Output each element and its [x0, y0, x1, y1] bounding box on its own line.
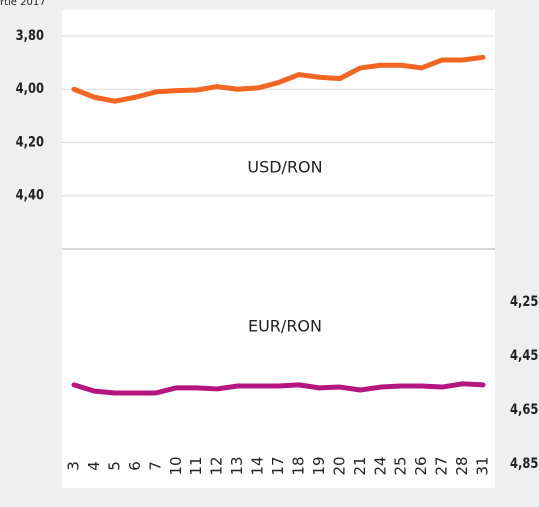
x-tick-label: 20 — [330, 456, 348, 475]
x-tick-label: 21 — [351, 456, 369, 475]
x-tick-label: 12 — [208, 456, 226, 475]
y-tick-label: 4,65 — [510, 402, 538, 418]
caption: rtie 2017 — [0, 0, 46, 8]
x-tick-label: 19 — [310, 456, 328, 475]
x-tick-label: 3 — [65, 461, 83, 471]
x-tick-label: 6 — [126, 461, 144, 471]
x-tick-label: 31 — [474, 456, 492, 475]
x-tick-label: 11 — [187, 456, 205, 475]
y-tick-label: 4,00 — [16, 81, 44, 97]
x-tick-label: 18 — [289, 456, 307, 475]
x-tick-label: 26 — [412, 456, 430, 475]
y-tick-label: 3,80 — [16, 28, 44, 44]
x-tick-label: 17 — [269, 456, 287, 475]
x-tick-label: 14 — [249, 456, 267, 475]
x-tick-label: 5 — [105, 461, 123, 471]
x-tick-label: 7 — [146, 461, 164, 471]
x-tick-label: 10 — [167, 456, 185, 475]
x-tick-label: 4 — [85, 461, 103, 471]
y-tick-label: 4,40 — [16, 188, 44, 204]
x-tick-label: 28 — [453, 456, 471, 475]
x-tick-label: 13 — [228, 456, 246, 475]
series-line — [71, 381, 486, 396]
panel-title: EUR/RON — [248, 317, 322, 336]
y-tick-label: 4,45 — [510, 348, 538, 364]
x-tick-label: 25 — [392, 456, 410, 475]
x-tick-label: 24 — [371, 456, 389, 475]
panel-title: USD/RON — [247, 158, 322, 177]
y-tick-label: 4,20 — [16, 134, 44, 150]
x-tick-label: 27 — [433, 456, 451, 475]
y-tick-label: 4,85 — [510, 456, 538, 472]
series-line — [71, 54, 486, 104]
y-tick-label: 4,25 — [510, 294, 538, 310]
